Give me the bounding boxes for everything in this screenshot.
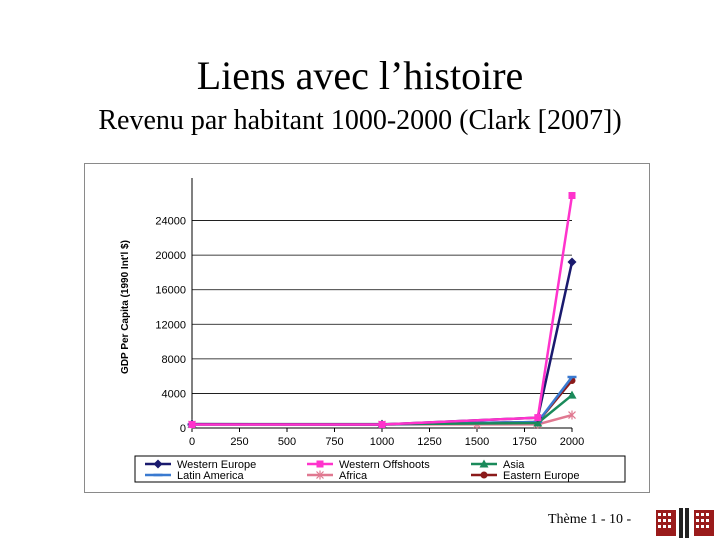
x-tick-label: 1250	[417, 436, 441, 448]
legend-marker	[316, 470, 324, 480]
series-point-2	[567, 390, 577, 399]
y-axis-label: GDP Per Capita (1990 Int'l $)	[120, 240, 131, 374]
series-point-1	[188, 421, 196, 429]
y-tick-label: 0	[180, 423, 186, 435]
legend-marker	[153, 459, 163, 469]
y-tick-label: 8000	[162, 354, 186, 366]
x-tick-label: 2000	[560, 436, 584, 448]
x-tick-label: 250	[230, 436, 248, 448]
slide-footer: Thème 1 - 10 -	[548, 512, 632, 527]
legend-label: Asia	[503, 459, 525, 471]
series-point-2	[533, 418, 543, 427]
legend-label: Eastern Europe	[503, 470, 579, 482]
series-point-4	[568, 410, 576, 420]
x-tick-label: 750	[325, 436, 343, 448]
legend-label: Africa	[339, 470, 368, 482]
legend-marker	[316, 460, 324, 468]
university-logo-icon	[656, 508, 714, 538]
series-point-0	[567, 257, 577, 267]
y-tick-label: 16000	[155, 285, 186, 297]
legend-label: Western Europe	[177, 459, 256, 471]
x-tick-label: 1750	[512, 436, 536, 448]
x-tick-label: 1500	[465, 436, 489, 448]
y-tick-label: 4000	[162, 388, 186, 400]
legend-marker	[479, 459, 489, 468]
x-tick-label: 1000	[370, 436, 394, 448]
legend-marker	[480, 471, 488, 479]
y-tick-label: 24000	[155, 216, 186, 228]
slide-subtitle: Revenu par habitant 1000-2000 (Clark [20…	[98, 105, 622, 136]
series-line-0	[191, 261, 574, 426]
gdp-line-chart: 0 4000 8000 12000 16000 20000 24000 0 250 500 750 1…	[120, 178, 626, 483]
legend-box	[134, 455, 626, 483]
legend-label: Latin America	[177, 470, 245, 482]
series-point-1	[534, 414, 542, 422]
legend-label: Western Offshoots	[339, 459, 430, 471]
y-tick-label: 20000	[155, 250, 186, 262]
x-tick-label: 500	[278, 436, 296, 448]
series-point-1	[378, 421, 386, 429]
chart-frame: 0 4000 8000 12000 16000 20000 24000 0 250 500 750 1…	[84, 163, 650, 493]
series-point-1	[568, 192, 576, 200]
y-tick-label: 12000	[155, 319, 186, 331]
x-tick-label: 0	[189, 436, 195, 448]
series-line-1	[192, 195, 574, 426]
slide-title: Liens avec l’histoire	[196, 53, 524, 98]
